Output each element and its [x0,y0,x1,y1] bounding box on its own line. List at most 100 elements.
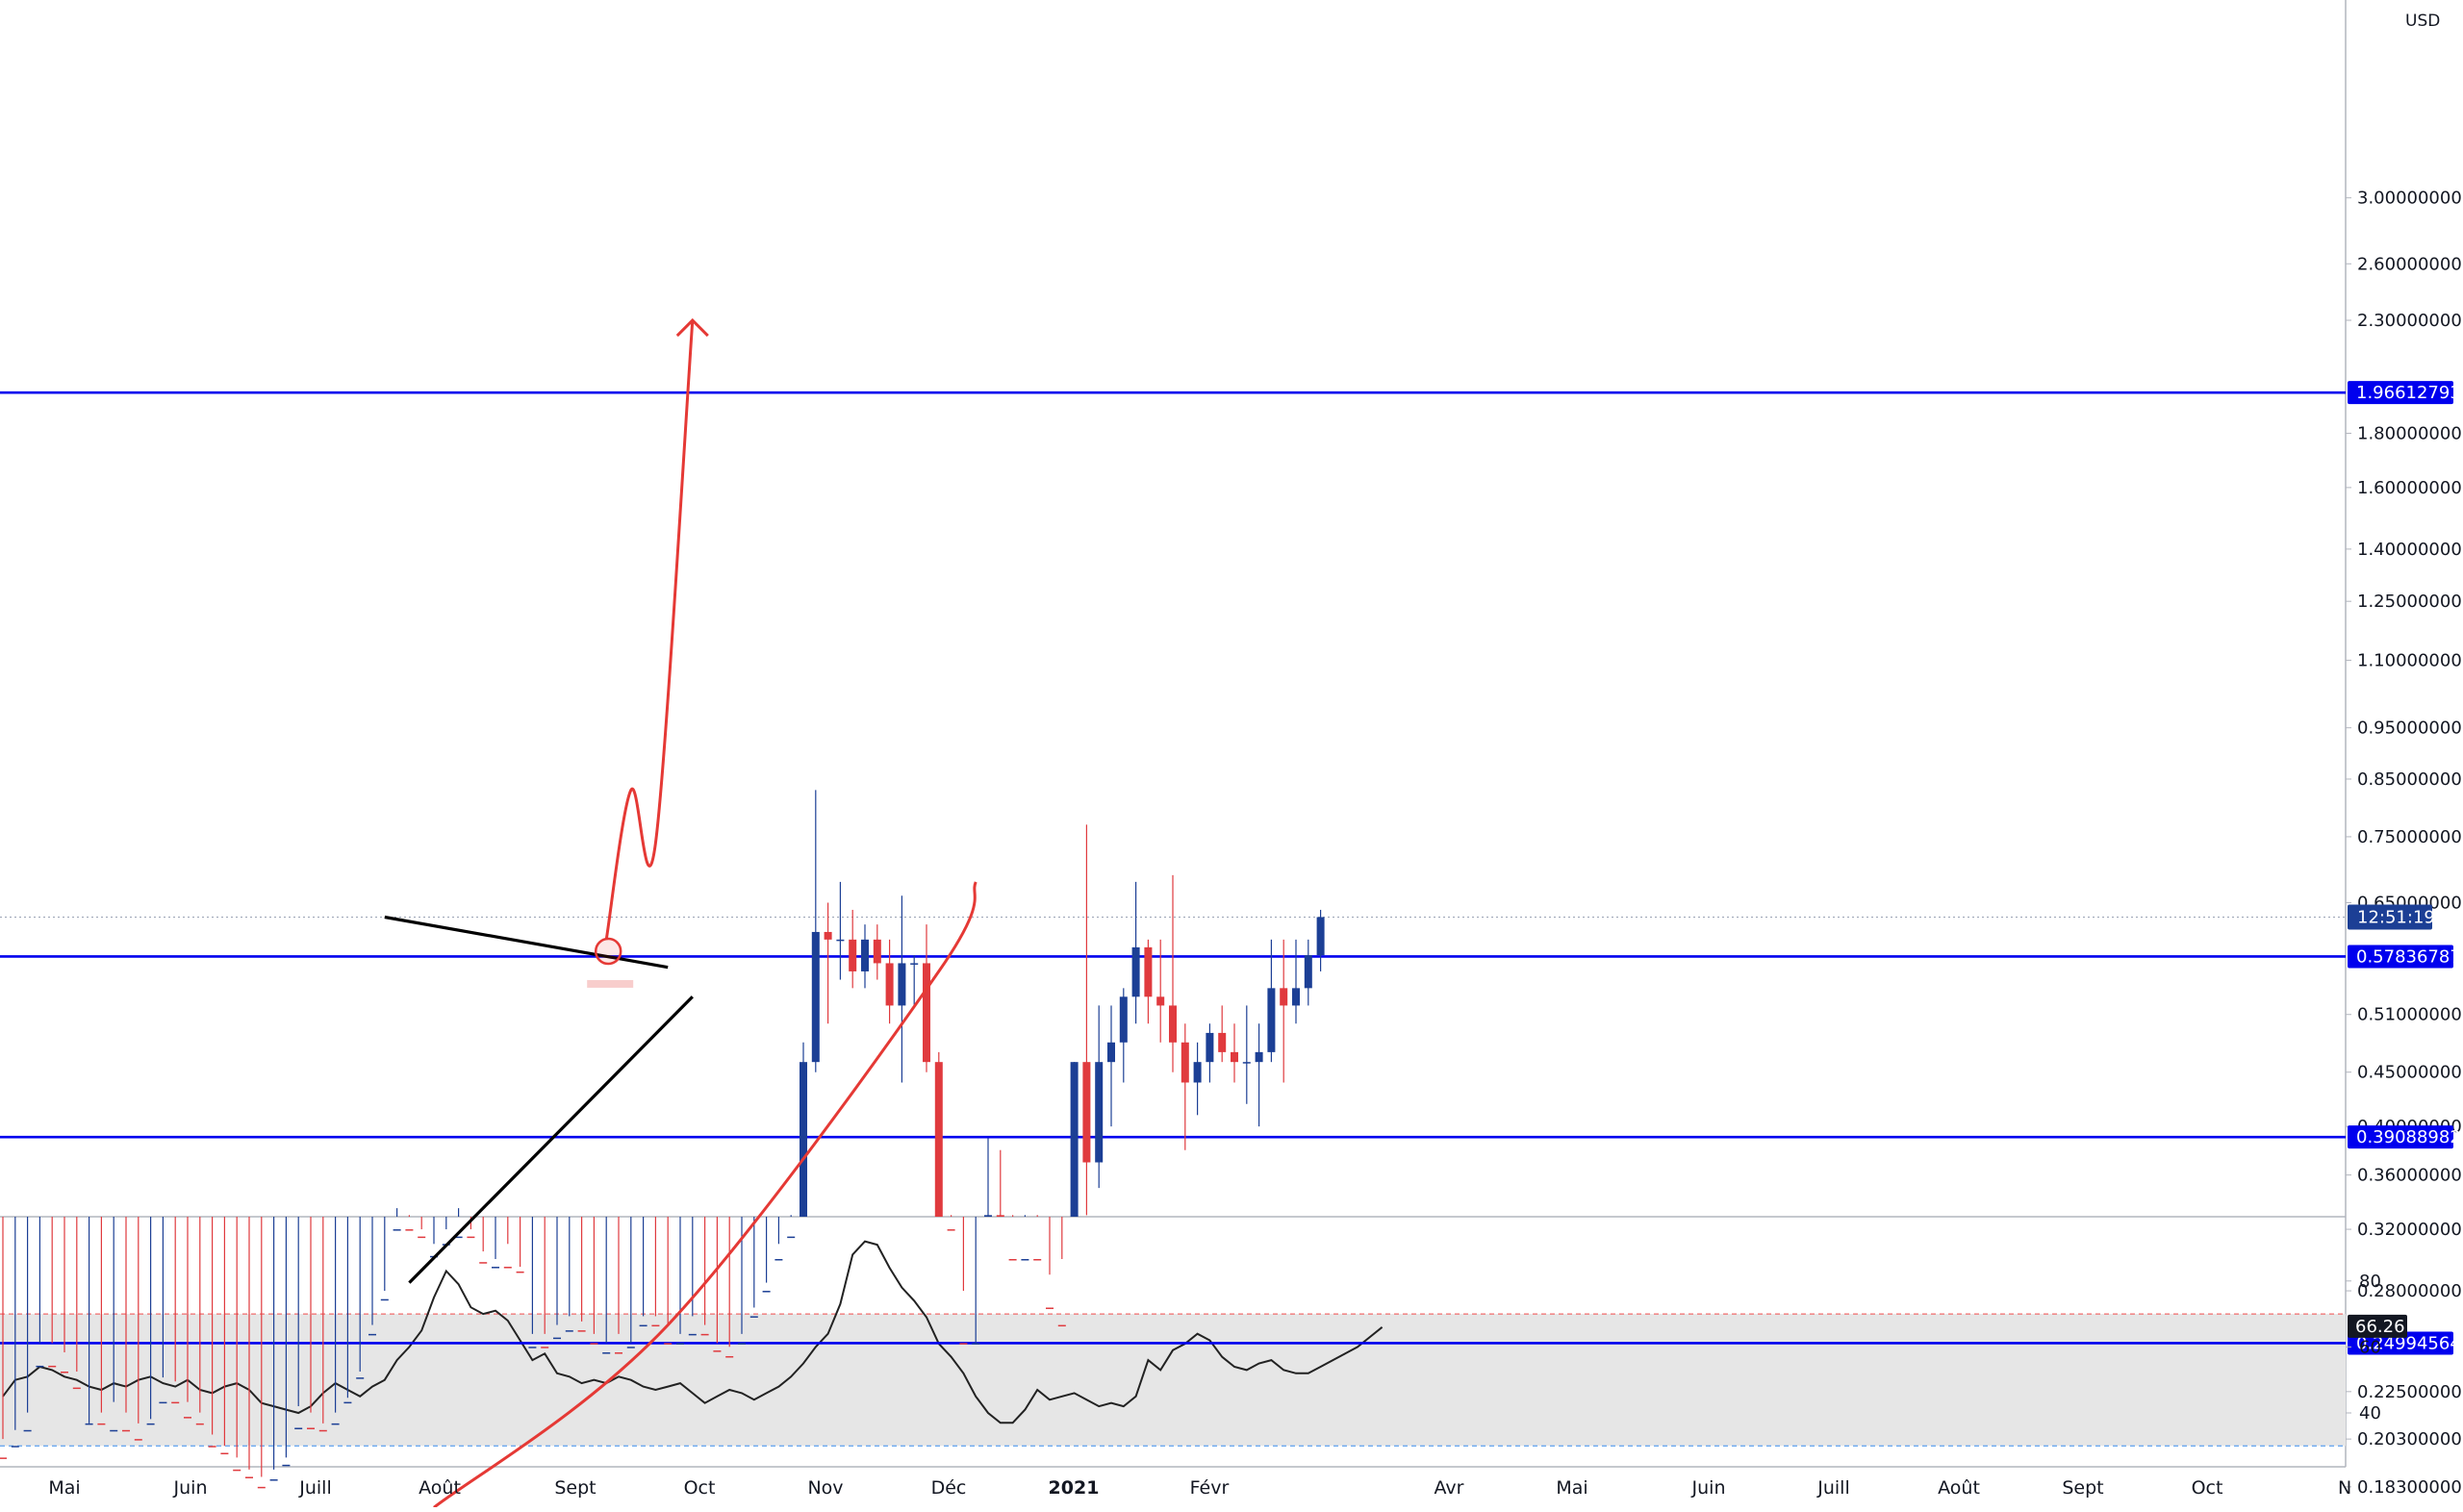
candle-body [307,1427,315,1429]
candle [257,1217,266,1489]
candle [1008,1215,1017,1261]
time-axis-label: Juill [1816,1477,1849,1499]
time-axis-label: Oct [684,1477,716,1499]
countdown-label: 12:51:19 [2348,904,2435,930]
candle [1181,1023,1189,1150]
candle-body [195,1423,204,1425]
candle-body [61,1372,68,1373]
candle [146,1217,155,1425]
time-axis-label: Mai [48,1477,80,1499]
breakout-marker [587,979,634,988]
candle [220,1217,229,1455]
candle [1316,909,1325,971]
candle [1057,1217,1066,1327]
candle-body [1255,1051,1263,1063]
candle-body [836,939,845,942]
candle [923,924,930,1072]
candle-body [738,1343,746,1345]
time-axis-label: Août [1938,1477,1980,1499]
candle-body [122,1429,130,1432]
countdown-text: 12:51:19 [2357,907,2435,927]
candle-body [171,1401,180,1404]
candle-body [1046,1307,1054,1309]
time-axis-label: Août [419,1477,461,1499]
rsi-axis[interactable]: 80 60 40 66.26 [2346,1272,2407,1424]
candle-body [639,1324,647,1327]
drawings [384,317,978,1509]
candle [269,1217,278,1481]
candle [208,1217,216,1448]
candle-body [553,1337,561,1340]
time-axis-label: Mai [1556,1477,1587,1499]
candle-body [947,1229,955,1231]
projection-curve [433,881,978,1509]
rsi-panel [0,1240,2346,1447]
candle-body [134,1439,142,1441]
price-axis[interactable]: USD 3.00000000 2.60000000 2.30000000 1.8000… [2346,12,2462,1498]
candle-body [811,931,820,1063]
candle-body [885,963,894,1006]
candle [910,955,919,1006]
candle-body [923,963,930,1063]
candle-body [282,1464,291,1467]
candle [294,1217,303,1429]
candle-body [873,939,881,964]
price-tick-label: 0.36000000 [2357,1166,2462,1186]
candle [516,1217,524,1273]
price-tick-label: 0.95000000 [2357,718,2462,739]
candle-body [36,1365,44,1368]
breakout-circle [594,937,622,966]
time-axis-label: 2021 [1049,1477,1100,1499]
candle [307,1217,315,1429]
countdown-bg [2348,904,2432,930]
price-tick-label: 0.28000000 [2357,1281,2462,1301]
candle-body [233,1469,241,1472]
candle-body [257,1486,266,1489]
candle-body [1008,1258,1017,1261]
candle [590,1217,598,1345]
candle-body [146,1423,155,1425]
candle-body [1218,1032,1227,1052]
candle-body [318,1429,327,1432]
candle [1119,988,1128,1083]
candle-body [1144,946,1153,997]
candle-body [1304,955,1312,989]
candle [171,1217,180,1404]
candle [1280,939,1288,1083]
candle [577,1217,586,1332]
candle-body [1156,996,1165,1006]
level-label-bg [2348,1125,2453,1149]
candle [811,790,820,1072]
candle-body [368,1333,376,1336]
candle [0,1217,7,1459]
candle [885,939,894,1024]
candle-body [626,1347,635,1348]
price-tick-label: 0.32000000 [2357,1220,2462,1240]
time-axis[interactable]: Mai Juin Juill Août Sept Oct Nov Déc 2021 Févr Avr… [48,1477,2351,1499]
candle [787,1215,796,1239]
candle-body [959,1343,968,1345]
candle [849,909,857,989]
candle-body [23,1429,32,1432]
candle [700,1217,709,1336]
rsi-tick-label: 40 [2359,1403,2381,1424]
candle [836,881,845,980]
candle [503,1217,512,1269]
candle [626,1217,635,1348]
time-axis-label: Févr [1190,1477,1230,1499]
price-tick-label: 0.20300000 [2357,1429,2462,1449]
candle [1156,939,1165,1043]
candle-body [294,1427,303,1429]
candle [541,1217,549,1348]
support-trendline [408,995,694,1284]
price-tick-label: 2.60000000 [2357,254,2462,274]
candle [110,1217,118,1432]
candle-body [110,1429,118,1432]
candle-body [1033,1258,1042,1261]
candle-body [1095,1062,1104,1163]
price-tick-label: 0.18300000 [2357,1477,2462,1498]
price-tick-label: 1.25000000 [2357,592,2462,612]
candle-body [1242,1062,1251,1064]
candle [651,1217,660,1327]
